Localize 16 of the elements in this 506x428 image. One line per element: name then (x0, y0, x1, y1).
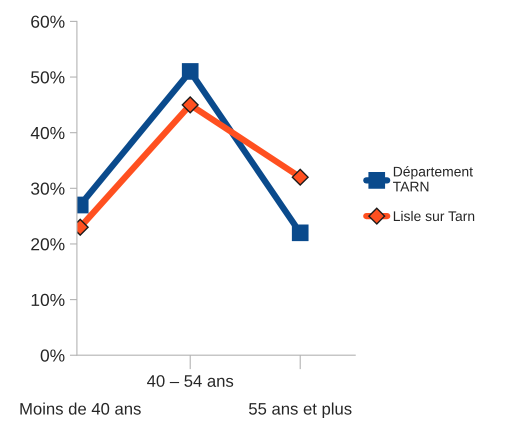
legend-label: Département TARN (393, 166, 473, 192)
y-tick-label: 30% (31, 182, 64, 195)
y-tick-label: 20% (31, 238, 64, 250)
legend-label: Lisle sur Tarn (394, 210, 474, 222)
x-tick-label: 40 – 54 ans (147, 375, 234, 387)
point (182, 63, 199, 80)
point (292, 224, 309, 242)
y-tick-label: 40% (30, 126, 64, 140)
y-tick-label: 0% (40, 349, 64, 362)
point (182, 96, 199, 114)
point (292, 168, 309, 186)
x-tick-label: Moins de 40 ans (20, 402, 141, 415)
y-tick-label: 60% (31, 16, 64, 28)
y-tick-label: 10% (32, 294, 64, 306)
x-tick-label: 55 ans et plus (248, 402, 352, 418)
y-tick-label: 50% (31, 71, 64, 84)
